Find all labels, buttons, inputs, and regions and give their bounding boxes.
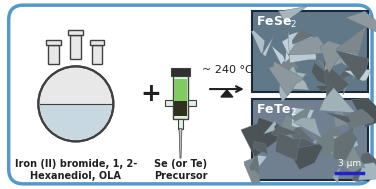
Polygon shape bbox=[241, 117, 280, 157]
Polygon shape bbox=[275, 132, 300, 160]
Polygon shape bbox=[271, 125, 300, 136]
Polygon shape bbox=[256, 155, 267, 167]
Polygon shape bbox=[279, 69, 306, 102]
Polygon shape bbox=[333, 136, 358, 154]
FancyBboxPatch shape bbox=[70, 35, 81, 60]
Polygon shape bbox=[333, 129, 358, 160]
Polygon shape bbox=[316, 86, 330, 92]
Polygon shape bbox=[291, 126, 323, 161]
FancyBboxPatch shape bbox=[68, 30, 83, 35]
Polygon shape bbox=[358, 163, 376, 180]
Polygon shape bbox=[250, 156, 259, 175]
FancyBboxPatch shape bbox=[174, 79, 187, 101]
Polygon shape bbox=[282, 30, 302, 57]
Polygon shape bbox=[330, 142, 365, 174]
Polygon shape bbox=[262, 36, 274, 57]
Polygon shape bbox=[287, 77, 309, 90]
Polygon shape bbox=[288, 36, 330, 55]
Polygon shape bbox=[221, 90, 233, 97]
Text: ~ 240 °C: ~ 240 °C bbox=[202, 65, 252, 75]
Polygon shape bbox=[346, 11, 376, 33]
Polygon shape bbox=[336, 50, 369, 81]
FancyBboxPatch shape bbox=[92, 45, 103, 64]
FancyBboxPatch shape bbox=[177, 119, 183, 129]
Text: +: + bbox=[141, 82, 161, 106]
Polygon shape bbox=[319, 88, 356, 113]
FancyBboxPatch shape bbox=[171, 68, 190, 76]
FancyBboxPatch shape bbox=[188, 100, 196, 106]
Polygon shape bbox=[279, 113, 297, 141]
Polygon shape bbox=[291, 105, 312, 128]
FancyBboxPatch shape bbox=[173, 69, 188, 119]
Text: 3 μm: 3 μm bbox=[338, 159, 361, 168]
Polygon shape bbox=[251, 30, 265, 54]
FancyBboxPatch shape bbox=[165, 100, 173, 106]
FancyBboxPatch shape bbox=[252, 11, 368, 92]
Polygon shape bbox=[344, 69, 371, 81]
Polygon shape bbox=[312, 63, 336, 87]
Polygon shape bbox=[288, 144, 323, 170]
Polygon shape bbox=[352, 152, 376, 182]
Text: Se (or Te)
Precursor: Se (or Te) Precursor bbox=[154, 159, 207, 181]
Polygon shape bbox=[324, 53, 342, 71]
Polygon shape bbox=[253, 142, 268, 154]
Polygon shape bbox=[264, 120, 276, 134]
Polygon shape bbox=[332, 166, 340, 182]
Polygon shape bbox=[351, 98, 376, 127]
Polygon shape bbox=[343, 72, 356, 95]
Polygon shape bbox=[269, 61, 304, 96]
Polygon shape bbox=[334, 102, 349, 127]
Text: Iron (II) bromide, 1, 2-
Hexanediol, OLA: Iron (II) bromide, 1, 2- Hexanediol, OLA bbox=[15, 159, 137, 181]
Polygon shape bbox=[179, 129, 182, 158]
Polygon shape bbox=[244, 157, 260, 185]
Polygon shape bbox=[285, 30, 305, 63]
Polygon shape bbox=[272, 65, 287, 76]
Polygon shape bbox=[288, 32, 317, 63]
Wedge shape bbox=[40, 104, 112, 140]
Text: FeTe$_2$: FeTe$_2$ bbox=[256, 103, 296, 118]
Polygon shape bbox=[278, 6, 307, 22]
Polygon shape bbox=[336, 26, 366, 55]
Polygon shape bbox=[271, 57, 300, 75]
FancyBboxPatch shape bbox=[46, 40, 61, 45]
FancyBboxPatch shape bbox=[9, 5, 372, 184]
Polygon shape bbox=[345, 109, 374, 129]
Polygon shape bbox=[336, 146, 346, 160]
Polygon shape bbox=[314, 125, 348, 157]
Polygon shape bbox=[278, 66, 297, 88]
Polygon shape bbox=[334, 63, 359, 83]
FancyBboxPatch shape bbox=[89, 40, 105, 45]
Polygon shape bbox=[303, 139, 318, 155]
Polygon shape bbox=[293, 118, 322, 138]
Polygon shape bbox=[286, 139, 320, 157]
Circle shape bbox=[38, 66, 113, 141]
Polygon shape bbox=[285, 59, 294, 77]
Polygon shape bbox=[315, 58, 336, 76]
Polygon shape bbox=[326, 48, 335, 64]
Polygon shape bbox=[344, 116, 359, 140]
Polygon shape bbox=[324, 61, 349, 97]
Polygon shape bbox=[337, 43, 364, 68]
Polygon shape bbox=[292, 29, 315, 44]
Polygon shape bbox=[326, 112, 351, 123]
Text: FeSe$_2$: FeSe$_2$ bbox=[256, 15, 297, 30]
FancyBboxPatch shape bbox=[48, 45, 59, 64]
Polygon shape bbox=[320, 41, 346, 73]
FancyBboxPatch shape bbox=[252, 99, 368, 180]
FancyBboxPatch shape bbox=[174, 101, 187, 116]
Polygon shape bbox=[271, 45, 285, 65]
Polygon shape bbox=[291, 107, 314, 127]
